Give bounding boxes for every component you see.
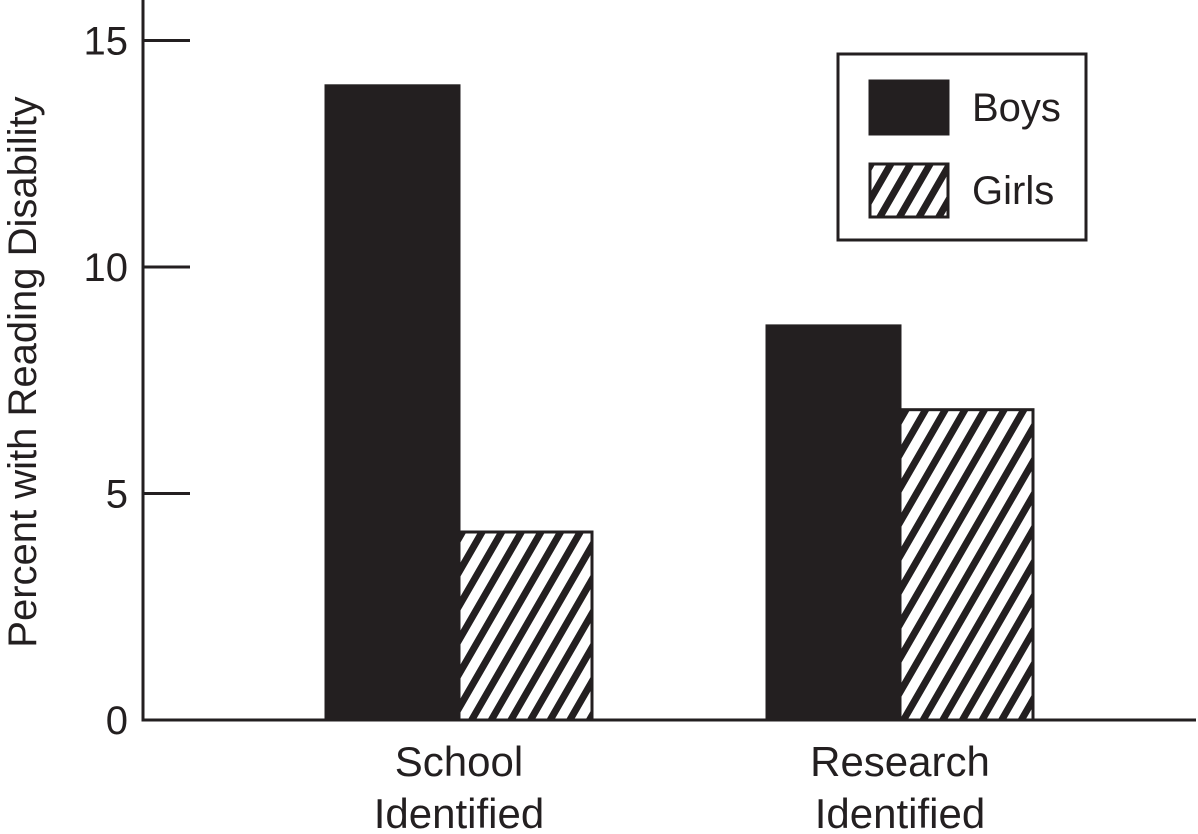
y-tick-label-15: 15 [84, 20, 129, 64]
legend-label-girls: Girls [972, 169, 1054, 213]
legend: Boys Girls [836, 52, 1088, 242]
plot-area [324, 84, 1035, 722]
x-tick-label-line: Research [810, 738, 990, 785]
y-tick-label-10: 10 [84, 246, 129, 290]
y-tick-label-0: 0 [106, 699, 128, 743]
y-axis-title: Percent with Reading Disability [1, 96, 45, 647]
x-tick-label-line: Identified [374, 790, 544, 834]
legend-swatch-girls [868, 162, 950, 219]
x-tick-label-1: School Identified [374, 738, 544, 834]
bar-girls-1 [457, 530, 594, 722]
legend-swatch-boys [868, 79, 950, 136]
bar-boys-1 [324, 84, 461, 722]
x-tick-label-2: Research Identified [810, 738, 990, 834]
y-tick-label-5: 5 [106, 473, 128, 517]
x-tick-label-line: Identified [815, 790, 985, 834]
bar-boys-2 [765, 324, 902, 722]
x-tick-label-line: School [395, 738, 523, 785]
bar-girls-2 [898, 408, 1035, 722]
legend-label-boys: Boys [972, 86, 1061, 130]
